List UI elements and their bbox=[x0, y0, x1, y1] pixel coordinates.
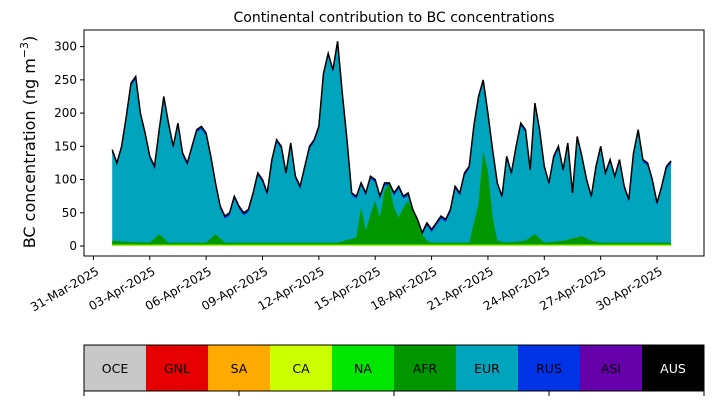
legend-label-afr: AFR bbox=[413, 361, 438, 376]
y-axis: 0 50 100 150 200 250 300 bbox=[54, 40, 84, 253]
y-tick-label: 200 bbox=[54, 106, 77, 120]
chart-title: Continental contribution to BC concentra… bbox=[233, 10, 554, 26]
y-tick-label: 50 bbox=[62, 206, 77, 220]
legend-label-aus: AUS bbox=[660, 361, 686, 376]
legend-swatch-afr bbox=[394, 345, 457, 391]
legend-label-sa: SA bbox=[231, 361, 248, 376]
legend-swatch-rus bbox=[518, 345, 581, 391]
y-axis-label-sup: −3 bbox=[18, 42, 31, 58]
legend-swatch-sa bbox=[208, 345, 271, 391]
legend-label-eur: EUR bbox=[474, 361, 500, 376]
area-eur bbox=[112, 44, 672, 246]
legend-swatch-oce bbox=[84, 345, 147, 391]
area-afr bbox=[112, 151, 672, 246]
legend-label-na: NA bbox=[354, 361, 372, 376]
y-tick-label: 150 bbox=[54, 139, 77, 153]
x-axis: 31-Mar-202503-Apr-202506-Apr-202509-Apr-… bbox=[28, 256, 665, 314]
legend-label-ca: CA bbox=[292, 361, 310, 376]
y-axis-label: BC concentration (ng m−3) bbox=[18, 36, 39, 249]
y-axis-label-close: ) bbox=[20, 36, 39, 42]
legend-label-gnl: GNL bbox=[164, 361, 190, 376]
plot-area bbox=[111, 41, 672, 246]
area-sa bbox=[112, 245, 672, 246]
legend-swatch-ca bbox=[270, 345, 333, 391]
y-tick-label: 100 bbox=[54, 173, 77, 187]
legend-swatch-gnl bbox=[146, 345, 209, 391]
total-concentration-line bbox=[111, 41, 672, 235]
y-tick-label: 0 bbox=[69, 239, 77, 253]
legend-label-rus: RUS bbox=[536, 361, 562, 376]
legend-swatch-asi bbox=[580, 345, 643, 391]
plot-frame bbox=[83, 29, 705, 257]
legend-colorbar: OCE GNL SA CA NA AFR EUR RUS ASI AUS bbox=[83, 344, 705, 396]
y-tick-label: 300 bbox=[54, 40, 77, 54]
legend-label-asi: ASI bbox=[601, 361, 621, 376]
legend-swatch-aus bbox=[642, 345, 705, 391]
legend-swatch-eur bbox=[456, 345, 519, 391]
legend-label-oce: OCE bbox=[102, 361, 129, 376]
y-axis-label-main: BC concentration (ng m bbox=[20, 58, 39, 248]
legend-swatch-na bbox=[332, 345, 395, 391]
y-tick-label: 250 bbox=[54, 73, 77, 87]
